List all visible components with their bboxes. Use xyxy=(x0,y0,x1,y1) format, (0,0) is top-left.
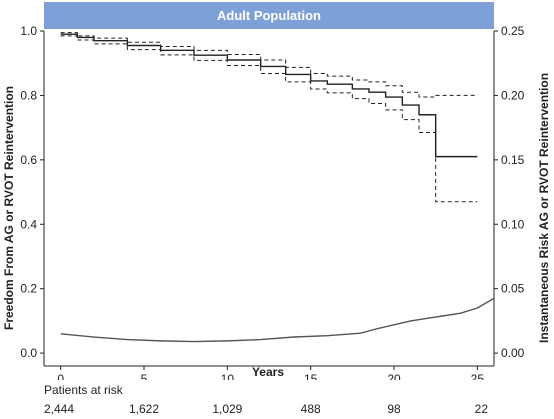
risk-table-title: Patients at risk xyxy=(44,383,123,397)
chart-title-banner: Adult Population xyxy=(44,2,494,29)
chart-ticks: 0 5 10 15 20 25 0.0 0.2 0.4 0.6 0.8 1.0 0.00 0.05 0.10… xyxy=(20,24,524,380)
confidence-band-line xyxy=(60,35,478,203)
risk-table-value: 2,444 xyxy=(44,402,75,416)
y-left-tick-label: 0.4 xyxy=(20,217,37,231)
x-tick-label: 10 xyxy=(221,372,235,380)
x-tick-label: 25 xyxy=(471,372,485,380)
x-tick-label: 20 xyxy=(387,372,401,380)
hazard-line xyxy=(60,297,495,343)
risk-table-value: 98 xyxy=(387,402,401,416)
y-left-tick-label: 0.0 xyxy=(20,346,37,360)
y-right-tick-label: 0.20 xyxy=(501,88,525,102)
chart-series xyxy=(60,32,495,343)
x-axis-label: Years xyxy=(252,365,284,379)
risk-table-value: 488 xyxy=(300,402,321,416)
y-right-tick-label: 0.15 xyxy=(501,153,525,167)
y-left-tick-label: 0.8 xyxy=(20,88,37,102)
x-tick-label: 5 xyxy=(141,372,148,380)
risk-table-value: 1,622 xyxy=(128,402,160,416)
y-left-tick-label: 1.0 xyxy=(20,24,37,38)
survival-chart: 0 5 10 15 20 25 0.0 0.2 0.4 0.6 0.8 1.0 0.00 0.05 0.10… xyxy=(2,24,551,380)
chart-axes xyxy=(43,31,495,367)
chart-title: Adult Population xyxy=(217,8,321,23)
confidence-band-line xyxy=(60,32,478,98)
y-axis-left-label: Freedom From AG or RVOT Reintervention xyxy=(2,86,16,330)
x-tick-label: 0 xyxy=(57,372,64,380)
risk-table-value: 22 xyxy=(474,402,488,416)
y-axis-right-label: Instantaneous Risk AG or RVOT Reinterven… xyxy=(537,73,551,343)
y-right-tick-label: 0.00 xyxy=(501,346,525,360)
survival-line xyxy=(60,33,478,158)
risk-table-value: 1,029 xyxy=(212,402,243,416)
y-right-tick-label: 0.10 xyxy=(501,217,525,231)
x-tick-label: 15 xyxy=(304,372,318,380)
y-right-tick-label: 0.25 xyxy=(501,24,525,38)
y-right-tick-label: 0.05 xyxy=(501,282,525,296)
y-left-tick-label: 0.2 xyxy=(20,282,37,296)
y-left-tick-label: 0.6 xyxy=(20,153,37,167)
